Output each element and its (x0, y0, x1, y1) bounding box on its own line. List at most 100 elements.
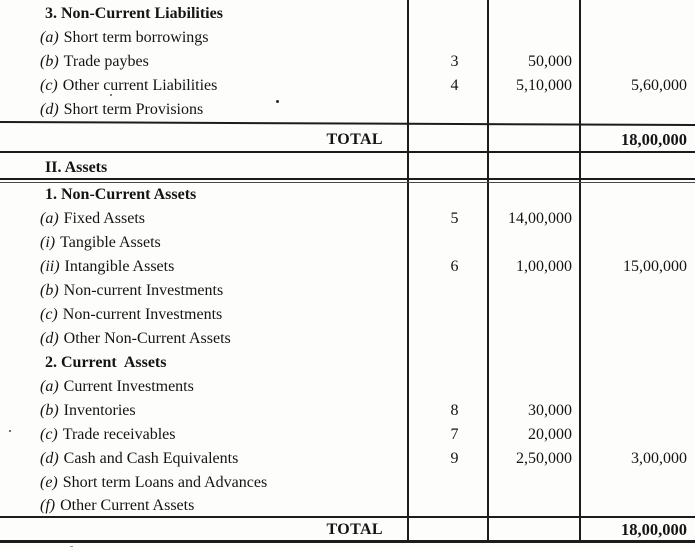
row-label: (c) Trade receivables (40, 424, 175, 446)
item-letter: (a) (40, 378, 59, 395)
row-label: (i) Tangible Assets (40, 232, 161, 254)
rule-above-liabilities-total (0, 121, 695, 127)
row-label-text: Other current Liabilities (62, 77, 218, 94)
section-row: 1. Non-Current Assets (0, 184, 695, 206)
section-row: 2. Current Assets (0, 352, 695, 374)
row-label-text: TOTAL (326, 131, 383, 148)
item-letter: (b) (40, 282, 59, 299)
row-label-text: Other Non-Current Assets (63, 330, 231, 347)
item-letter: (c) (40, 77, 58, 94)
item-letter: (a) (40, 29, 59, 46)
row-label-text: Non-current Investments (63, 282, 224, 299)
row-label-text: Non-current Investments (62, 306, 223, 323)
row-label-text: Other Current Assets (60, 497, 195, 514)
table-row: (i) Tangible Assets (0, 232, 695, 254)
amount-total-cell: 5,60,000 (631, 77, 687, 94)
rule-below-assets-heading (0, 178, 695, 180)
row-label-text: Cash and Cash Equivalents (63, 450, 239, 467)
row-label: 2. Current Assets (45, 352, 166, 374)
total-row: TOTAL 18,00,000 (0, 129, 695, 151)
table-row: (a) Short term borrowings (0, 27, 695, 49)
row-label: 1. Non-Current Assets (45, 184, 196, 206)
item-letter: (a) (40, 210, 59, 227)
row-label-text: 1. Non-Current Assets (45, 186, 197, 203)
row-label-text: Inventories (63, 402, 136, 419)
note-number-cell: 8 (450, 402, 459, 419)
section-row: II. Assets (0, 157, 695, 179)
table-row: (f) Other Current Assets (0, 495, 695, 517)
scan-speck (110, 94, 112, 96)
amount-total-cell: 3,00,000 (631, 450, 687, 467)
row-label: (b) Inventories (40, 400, 136, 422)
item-letter: (c) (40, 306, 58, 323)
note-number-cell: 7 (450, 426, 459, 443)
table-row: (d) Other Non-Current Assets (0, 328, 695, 350)
item-letter: (d) (40, 450, 59, 467)
row-label: (d) Other Non-Current Assets (40, 328, 231, 350)
row-label-text: Trade paybes (63, 53, 149, 70)
row-label: (d) Cash and Cash Equivalents (40, 448, 238, 470)
item-letter: (b) (40, 402, 59, 419)
row-label-text: Tangible Assets (60, 234, 161, 251)
amount-cell: 14,00,000 (508, 210, 572, 227)
table-row: (e) Short term Loans and Advances (0, 472, 695, 494)
row-label-text: Short term borrowings (63, 29, 209, 46)
row-label: TOTAL (0, 519, 383, 541)
column-divider-amount2 (579, 0, 581, 542)
table-row: (a) Current Investments (0, 376, 695, 398)
table-row: (ii) Intangible Assets 6 1,00,000 15,00,000 (0, 256, 695, 278)
rule-above-assets-heading (0, 151, 695, 153)
row-label: (f) Other Current Assets (40, 495, 194, 517)
row-label-text: TOTAL (326, 521, 383, 538)
scan-speck (9, 430, 11, 432)
row-label: TOTAL (0, 129, 383, 151)
amount-cell: 1,00,000 (516, 258, 572, 275)
amount-total-cell: 15,00,000 (623, 258, 687, 275)
table-row: (b) Non-current Investments (0, 280, 695, 302)
row-label-text: Short term Provisions (63, 101, 204, 118)
scan-speck (70, 546, 73, 547)
item-letter: (ii) (40, 258, 60, 275)
row-label: (b) Non-current Investments (40, 280, 223, 302)
row-label-text: 2. Current Assets (45, 354, 167, 371)
row-label: (c) Other current Liabilities (40, 75, 217, 97)
section-row: 3. Non-Current Liabilities (0, 3, 695, 25)
table-row: (a) Fixed Assets 5 14,00,000 (0, 208, 695, 230)
row-label-text: Current Investments (63, 378, 194, 395)
amount-total-cell: 18,00,000 (621, 130, 687, 149)
table-row: (c) Trade receivables 7 20,000 (0, 424, 695, 446)
item-letter: (d) (40, 101, 59, 118)
amount-cell: 30,000 (528, 402, 572, 419)
column-divider-note (407, 0, 409, 542)
table-row: (b) Trade paybes 3 50,000 (0, 51, 695, 73)
note-number-cell: 5 (450, 210, 459, 227)
row-label-text: Trade receivables (62, 426, 176, 443)
rule-above-assets-total (0, 516, 695, 518)
amount-cell: 5,10,000 (516, 77, 572, 94)
row-label: (b) Trade paybes (40, 51, 149, 73)
row-label-text: Short term Loans and Advances (62, 474, 268, 491)
row-label: II. Assets (45, 157, 107, 179)
note-number-cell: 9 (450, 450, 459, 467)
row-label: (a) Fixed Assets (40, 208, 145, 230)
row-label: (c) Non-current Investments (40, 304, 222, 326)
note-number-cell: 6 (450, 258, 459, 275)
amount-total-cell: 18,00,000 (621, 520, 687, 539)
row-label: (a) Current Investments (40, 376, 194, 398)
total-row: TOTAL 18,00,000 (0, 519, 695, 541)
table-row: (d) Short term Provisions (0, 99, 695, 121)
amount-cell: 2,50,000 (516, 450, 572, 467)
row-label: (d) Short term Provisions (40, 99, 203, 121)
rule-table-bottom (0, 540, 695, 543)
row-label: (ii) Intangible Assets (40, 256, 174, 278)
item-letter: (e) (40, 474, 58, 491)
row-label: 3. Non-Current Liabilities (45, 3, 223, 25)
note-number-cell: 3 (450, 53, 459, 70)
table-row: (b) Inventories 8 30,000 (0, 400, 695, 422)
row-label-text: II. Assets (45, 159, 108, 176)
row-label-text: 3. Non-Current Liabilities (45, 5, 223, 22)
table-row: (c) Other current Liabilities 4 5,10,000 5,6… (0, 75, 695, 97)
item-letter: (d) (40, 330, 59, 347)
item-letter: (c) (40, 426, 58, 443)
item-letter: (f) (40, 497, 56, 514)
